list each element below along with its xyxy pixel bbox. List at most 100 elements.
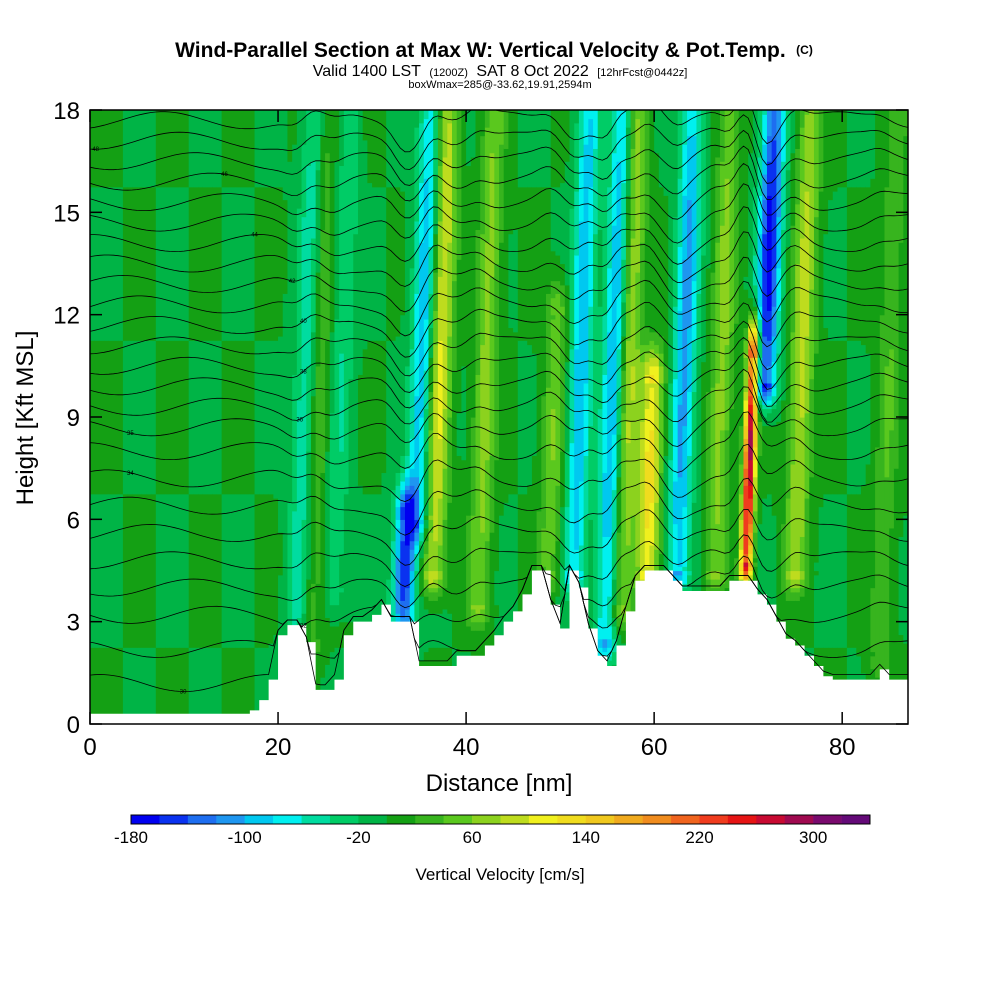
velocity-cell: [386, 340, 392, 580]
velocity-cell: [644, 408, 651, 452]
velocity-cell: [231, 647, 237, 724]
velocity-cell: [414, 489, 420, 520]
velocity-cell: [423, 178, 430, 320]
velocity-cell: [404, 608, 411, 623]
velocity-cell: [607, 660, 613, 670]
velocity-cell: [231, 340, 237, 495]
velocity-cell: [188, 110, 195, 188]
velocity-cell: [748, 310, 754, 316]
velocity-cell: [188, 186, 195, 341]
velocity-cell: [752, 186, 759, 256]
velocity-cell: [226, 493, 232, 648]
velocity-cell: [602, 536, 608, 640]
velocity-cell: [828, 340, 834, 495]
velocity-cell: [748, 318, 754, 324]
velocity-cell: [828, 199, 834, 341]
velocity-cell: [306, 365, 312, 452]
velocity-cell: [893, 110, 900, 469]
velocity-cell: [212, 110, 218, 188]
velocity-cell: [212, 647, 218, 724]
velocity-cell: [315, 169, 321, 273]
velocity-cell: [499, 515, 505, 648]
colorbar-swatch: [841, 815, 871, 824]
x-axis: 0 20 40 60 80: [83, 110, 856, 761]
velocity-cell: [578, 579, 585, 589]
velocity-cell: [616, 348, 622, 393]
velocity-cell: [564, 451, 571, 508]
velocity-cell: [174, 110, 180, 188]
velocity-cell: [367, 110, 373, 184]
isentrope-label: 32: [300, 623, 307, 629]
velocity-cell: [640, 421, 646, 572]
velocity-cell: [743, 425, 749, 439]
velocity-cell: [574, 549, 580, 572]
velocity-cell: [245, 647, 251, 724]
velocity-cell: [677, 404, 683, 478]
velocity-cell: [325, 340, 331, 452]
velocity-cell: [743, 289, 749, 329]
velocity-cell: [625, 421, 632, 444]
velocity-cell: [508, 110, 514, 235]
velocity-cell: [762, 425, 768, 499]
velocity-cell: [315, 651, 321, 724]
velocity-cell: [687, 135, 693, 201]
velocity-cell: [644, 229, 651, 329]
velocity-cell: [757, 318, 763, 333]
colorbar-swatch: [187, 815, 217, 824]
velocity-cell: [795, 570, 801, 580]
velocity-cell: [687, 536, 693, 572]
velocity-cell: [108, 186, 115, 341]
velocity-cell: [771, 404, 777, 410]
velocity-cell: [625, 246, 632, 294]
velocity-cell: [766, 395, 773, 401]
velocity-cell: [221, 493, 227, 648]
y-tick-label: 6: [67, 507, 80, 534]
velocity-cell: [254, 647, 260, 724]
velocity-cell: [710, 110, 716, 273]
velocity-cell: [766, 425, 773, 495]
velocity-cell: [104, 340, 110, 495]
velocity-cell: [404, 365, 411, 456]
velocity-cell: [856, 493, 862, 657]
velocity-cell: [654, 344, 660, 354]
velocity-cell: [611, 152, 618, 226]
colorbar-swatch: [472, 815, 501, 824]
velocity-cell: [776, 267, 782, 311]
velocity-cell: [555, 254, 561, 282]
velocity-cell: [743, 391, 749, 401]
velocity-cell: [423, 570, 430, 580]
velocity-cell: [315, 583, 321, 640]
velocity-cell: [757, 421, 763, 456]
velocity-cell: [776, 216, 782, 269]
velocity-cell: [870, 178, 876, 589]
velocity-cell: [179, 110, 185, 188]
velocity-cell: [207, 647, 213, 724]
isentrope-line: [90, 443, 908, 503]
velocity-cell: [799, 579, 806, 589]
velocity-cell: [395, 186, 401, 337]
velocity-cell: [715, 382, 721, 525]
velocity-cell: [127, 186, 133, 341]
velocity-cell: [654, 110, 660, 154]
velocity-cell: [122, 110, 129, 188]
velocity-cell: [174, 340, 180, 495]
velocity-cell: [574, 348, 580, 550]
velocity-cell: [235, 493, 242, 648]
velocity-cell: [292, 510, 298, 653]
velocity-cell: [456, 412, 462, 456]
velocity-cell: [306, 110, 312, 167]
velocity-cell: [752, 318, 759, 324]
velocity-cell: [729, 331, 735, 410]
velocity-cell: [419, 110, 425, 124]
velocity-cell: [842, 493, 848, 648]
isentrope-label: 48: [92, 147, 99, 153]
velocity-cell: [141, 647, 148, 724]
velocity-cell: [259, 493, 265, 648]
velocity-cell: [889, 348, 895, 431]
velocity-cell: [184, 110, 190, 188]
velocity-cell: [372, 340, 378, 495]
velocity-cell: [263, 186, 270, 341]
velocity-cell: [597, 306, 604, 410]
velocity-cell: [602, 374, 608, 474]
velocity-cell: [762, 114, 768, 145]
